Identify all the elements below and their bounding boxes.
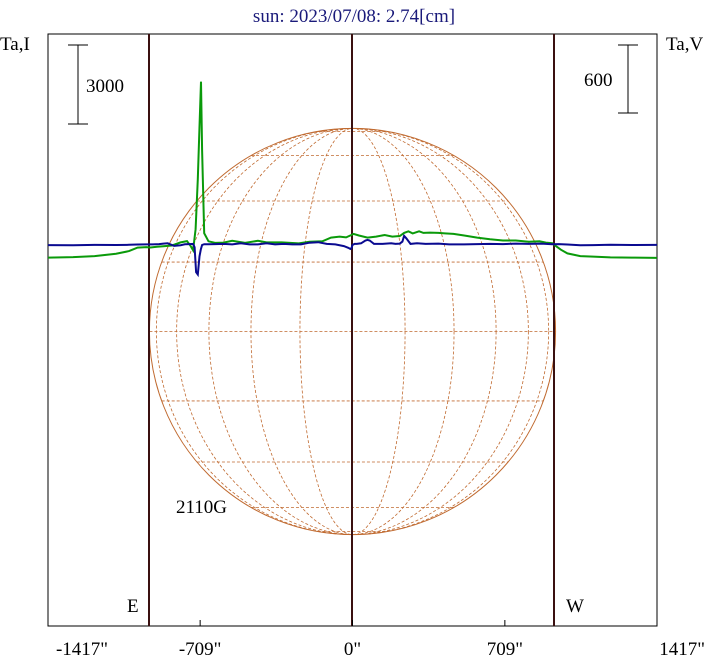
left-axis-label: Ta,I bbox=[0, 34, 30, 55]
left-scale-bar: 3000 bbox=[68, 44, 124, 125]
x-tick-label: 1417" bbox=[659, 639, 705, 660]
chart-title: sun: 2023/07/08: 2.74[cm] bbox=[253, 6, 455, 27]
polarization-series-line bbox=[47, 233, 658, 278]
x-tick-label: -1417" bbox=[56, 639, 108, 660]
west-label: W bbox=[566, 596, 584, 617]
x-tick-label: 709" bbox=[487, 639, 523, 660]
right-scale-bar: 600 bbox=[584, 44, 638, 114]
x-tick-label: 0" bbox=[344, 639, 361, 660]
intensity-series-line bbox=[47, 81, 658, 259]
x-axis-ticks: -1417" -709" 0" 709" 1417" bbox=[47, 620, 705, 660]
right-axis-label: Ta,V bbox=[666, 34, 703, 55]
x-tick-label: -709" bbox=[179, 639, 222, 660]
left-scale-value: 3000 bbox=[86, 76, 124, 97]
right-scale-value: 600 bbox=[584, 70, 613, 91]
field-annotation: 2110G bbox=[176, 497, 227, 518]
east-label: E bbox=[127, 596, 139, 617]
